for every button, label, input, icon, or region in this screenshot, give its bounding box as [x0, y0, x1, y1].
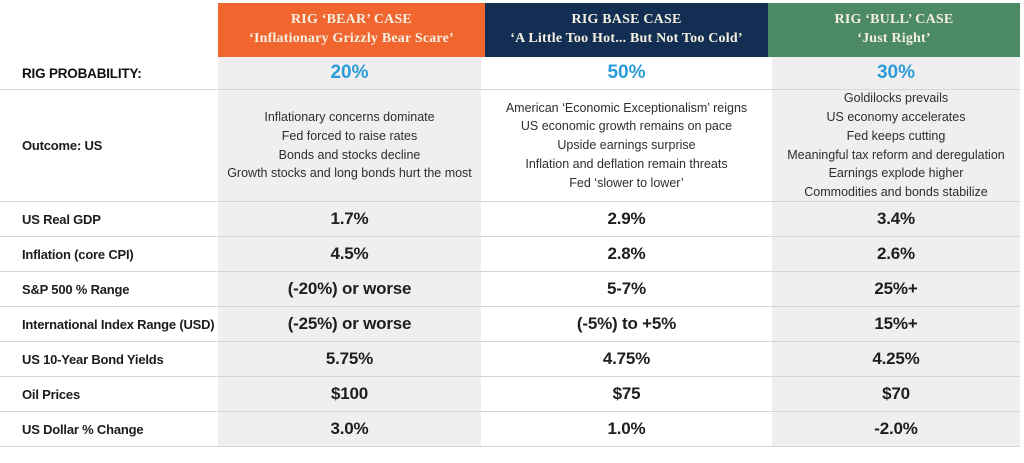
dollar-base-value: 1.0% [607, 419, 646, 438]
dollar-row: US Dollar % Change 3.0% 1.0% -2.0% [0, 412, 1020, 447]
dollar-bull-value: -2.0% [874, 419, 918, 438]
oil-bull-value: $70 [882, 384, 910, 403]
oil-label: Oil Prices [22, 386, 80, 402]
bond-base-cell: 4.75% [485, 342, 768, 376]
outcome-bear-cell: Inflationary concerns dominate Fed force… [218, 90, 485, 201]
dollar-bull-cell: -2.0% [768, 412, 1020, 446]
inflation-bear-value: 4.5% [330, 244, 369, 263]
bond-base-value: 4.75% [602, 349, 651, 368]
sp500-bull-value: 25%+ [874, 279, 918, 298]
bond-bear-cell: 5.75% [218, 342, 485, 376]
oil-row: Oil Prices $100 $75 $70 [0, 377, 1020, 412]
column-header-base: RIG BASE CASE ‘A Little Too Hot... But N… [485, 3, 768, 57]
probability-bear-value: 20% [330, 62, 369, 83]
dollar-bear-cell: 3.0% [218, 412, 485, 446]
sp500-bear-value: (-20%) or worse [287, 279, 412, 298]
bond-bull-value: 4.25% [872, 349, 920, 368]
gdp-bear-value: 1.7% [330, 209, 369, 228]
dollar-label: US Dollar % Change [22, 421, 144, 437]
probability-bull-value: 30% [876, 62, 916, 83]
outcome-label: Outcome: US [22, 138, 103, 153]
bond-bull-cell: 4.25% [768, 342, 1020, 376]
sp500-bull-cell: 25%+ [768, 272, 1020, 306]
column-header-bull: RIG ‘BULL’ CASE ‘Just Right’ [768, 3, 1020, 57]
oil-base-value: $75 [612, 384, 641, 403]
inflation-base-value: 2.8% [607, 244, 646, 263]
gdp-row: US Real GDP 1.7% 2.9% 3.4% [0, 202, 1020, 237]
base-title: RIG BASE CASE [571, 12, 682, 28]
probability-label: RIG PROBABILITY: [22, 65, 142, 81]
intl-bull-cell: 15%+ [768, 307, 1020, 341]
bear-subtitle: ‘Inflationary Grizzly Bear Scare’ [249, 31, 454, 46]
intl-base-value: (-5%) to +5% [576, 314, 677, 333]
outcome-bull-text: Goldilocks prevails US economy accelerat… [787, 91, 1005, 199]
probability-base-cell: 50% [485, 57, 768, 89]
inflation-bear-cell: 4.5% [218, 237, 485, 271]
column-header-bear: RIG ‘BEAR’ CASE ‘Inflationary Grizzly Be… [218, 3, 485, 57]
table-grid: RIG ‘BEAR’ CASE ‘Inflationary Grizzly Be… [0, 3, 1020, 447]
gdp-label: US Real GDP [22, 211, 101, 227]
intl-bull-value: 15%+ [874, 314, 918, 333]
oil-bull-cell: $70 [768, 377, 1020, 411]
inflation-label: Inflation (core CPI) [22, 246, 134, 262]
inflation-bull-value: 2.6% [877, 244, 915, 263]
bond-label: US 10-Year Bond Yields [22, 351, 164, 367]
probability-row: RIG PROBABILITY: 20% 50% 30% [0, 57, 1020, 90]
oil-bear-cell: $100 [218, 377, 485, 411]
header-corner-spacer [0, 3, 218, 57]
bond-row: US 10-Year Bond Yields 5.75% 4.75% 4.25% [0, 342, 1020, 377]
outcome-base-cell: American ‘Economic Exceptionalism’ reign… [485, 90, 768, 201]
bull-title: RIG ‘BULL’ CASE [834, 12, 954, 28]
bull-subtitle: ‘Just Right’ [857, 31, 931, 46]
intl-bear-cell: (-25%) or worse [218, 307, 485, 341]
gdp-bull-cell: 3.4% [768, 202, 1020, 236]
sp500-bear-cell: (-20%) or worse [218, 272, 485, 306]
sp500-base-cell: 5-7% [485, 272, 768, 306]
inflation-base-cell: 2.8% [485, 237, 768, 271]
outcome-base-text: American ‘Economic Exceptionalism’ reign… [505, 100, 748, 190]
intl-bear-value: (-25%) or worse [287, 314, 412, 333]
bond-bear-value: 5.75% [325, 349, 374, 368]
probability-bull-cell: 30% [768, 57, 1020, 89]
dollar-bear-value: 3.0% [330, 419, 369, 438]
outcome-bear-text: Inflationary concerns dominate Fed force… [227, 110, 472, 181]
outcome-bull-cell: Goldilocks prevails US economy accelerat… [768, 90, 1020, 201]
sp500-base-value: 5-7% [607, 279, 646, 298]
probability-base-value: 50% [607, 62, 646, 83]
intl-row: International Index Range (USD) (-25%) o… [0, 307, 1020, 342]
dollar-base-cell: 1.0% [485, 412, 768, 446]
outcome-row: Outcome: US Inflationary concerns domina… [0, 90, 1020, 202]
intl-base-cell: (-5%) to +5% [485, 307, 768, 341]
inflation-row: Inflation (core CPI) 4.5% 2.8% 2.6% [0, 237, 1020, 272]
bear-title: RIG ‘BEAR’ CASE [291, 12, 412, 28]
probability-bear-cell: 20% [218, 57, 485, 89]
base-subtitle: ‘A Little Too Hot... But Not Too Cold’ [510, 31, 743, 46]
inflation-bull-cell: 2.6% [768, 237, 1020, 271]
header-row: RIG ‘BEAR’ CASE ‘Inflationary Grizzly Be… [0, 3, 1020, 57]
sp500-row: S&P 500 % Range (-20%) or worse 5-7% 25%… [0, 272, 1020, 307]
oil-base-cell: $75 [485, 377, 768, 411]
intl-label: International Index Range (USD) [22, 316, 215, 332]
sp500-label: S&P 500 % Range [22, 281, 130, 297]
gdp-base-cell: 2.9% [485, 202, 768, 236]
gdp-bear-cell: 1.7% [218, 202, 485, 236]
oil-bear-value: $100 [330, 384, 369, 403]
gdp-bull-value: 3.4% [877, 209, 915, 228]
gdp-base-value: 2.9% [607, 209, 646, 228]
